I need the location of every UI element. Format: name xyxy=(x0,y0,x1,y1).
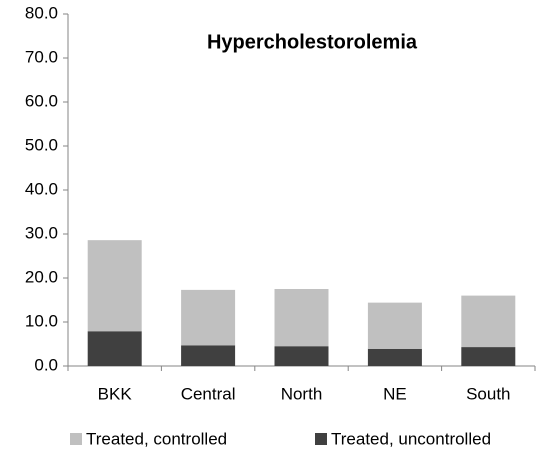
y-tick-label: 80.0 xyxy=(25,3,58,22)
legend-label: Treated, uncontrolled xyxy=(331,429,491,448)
bar-segment xyxy=(274,289,329,347)
bar-segment xyxy=(274,346,329,366)
x-tick-label: North xyxy=(281,384,323,403)
bar-segment xyxy=(87,240,142,332)
x-tick-label: Central xyxy=(181,384,236,403)
y-tick-label: 60.0 xyxy=(25,91,58,110)
legend-swatch xyxy=(315,433,327,445)
y-tick-label: 0.0 xyxy=(34,355,58,374)
x-tick-label: BKK xyxy=(98,384,133,403)
bar-segment xyxy=(461,347,516,366)
y-tick-label: 70.0 xyxy=(25,47,58,66)
bar-segment xyxy=(461,295,516,348)
bar-segment xyxy=(181,289,236,346)
x-tick-label: NE xyxy=(383,384,407,403)
bar-segment xyxy=(181,345,236,366)
bar-segment xyxy=(367,302,422,349)
x-tick-label: South xyxy=(466,384,510,403)
bar-segment xyxy=(367,348,422,366)
y-tick-label: 10.0 xyxy=(25,311,58,330)
bar-segment xyxy=(87,331,142,366)
y-tick-label: 20.0 xyxy=(25,267,58,286)
y-tick-label: 50.0 xyxy=(25,135,58,154)
legend-swatch xyxy=(70,433,82,445)
chart-title: Hypercholestorolemia xyxy=(207,31,418,53)
y-tick-label: 30.0 xyxy=(25,223,58,242)
legend-label: Treated, controlled xyxy=(86,429,227,448)
y-tick-label: 40.0 xyxy=(25,179,58,198)
